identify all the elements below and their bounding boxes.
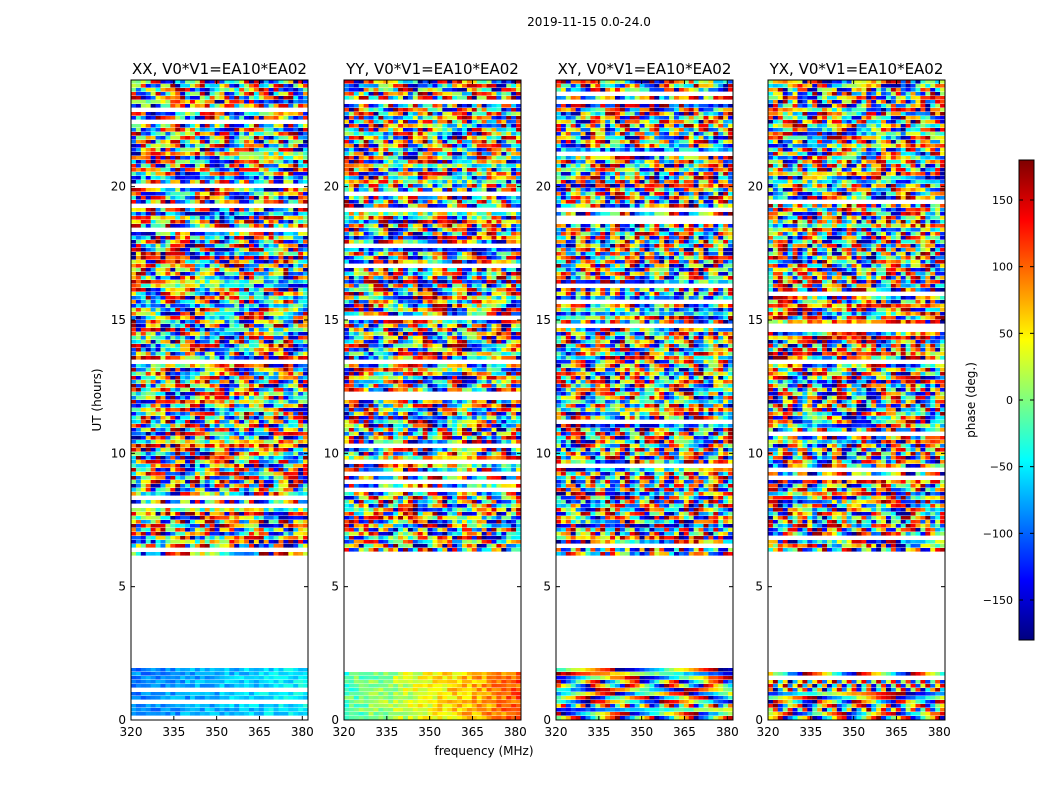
x-tick-label: 365 bbox=[461, 725, 484, 739]
panel-1: XX, V0*V1=EA10*EA02 320 335 350 365 380 0 5 10 15… bbox=[111, 60, 314, 739]
x-tick-label: 365 bbox=[248, 725, 271, 739]
x-tick-label: 380 bbox=[928, 725, 951, 739]
x-tick-label: 320 bbox=[333, 725, 356, 739]
x-tick-label: 335 bbox=[799, 725, 822, 739]
panel-title: YX, V0*V1=EA10*EA02 bbox=[769, 60, 944, 78]
panels: XX, V0*V1=EA10*EA02 320 335 350 365 380 0 5 10 15… bbox=[111, 60, 951, 739]
colorbar-ticks: 150 100 50 0 −50 −100 −150 bbox=[983, 194, 1034, 607]
y-tick-label: 0 bbox=[543, 713, 551, 727]
x-tick-label: 335 bbox=[375, 725, 398, 739]
colorbar-tick-label: −150 bbox=[983, 594, 1013, 607]
panel-title: XY, V0*V1=EA10*EA02 bbox=[558, 60, 732, 78]
y-tick-label: 10 bbox=[324, 446, 339, 460]
axes-frame bbox=[555, 79, 734, 721]
x-tick-label: 365 bbox=[885, 725, 908, 739]
y-tick-label: 20 bbox=[324, 180, 339, 194]
y-tick-label: 5 bbox=[755, 580, 763, 594]
y-tick-label: 5 bbox=[543, 580, 551, 594]
y-tick-label: 15 bbox=[324, 313, 339, 327]
axes-frame bbox=[767, 79, 946, 721]
x-tick-label: 335 bbox=[587, 725, 610, 739]
y-tick-label: 15 bbox=[536, 313, 551, 327]
y-tick-label: 10 bbox=[536, 446, 551, 460]
x-tick-label: 320 bbox=[120, 725, 143, 739]
x-tick-label: 380 bbox=[291, 725, 314, 739]
figure-suptitle: 2019-11-15 0.0-24.0 bbox=[527, 15, 651, 29]
x-tick-label: 380 bbox=[716, 725, 739, 739]
y-tick-label: 15 bbox=[748, 313, 763, 327]
x-tick-label: 350 bbox=[842, 725, 865, 739]
y-tick-label: 0 bbox=[331, 713, 339, 727]
y-tick-label: 15 bbox=[111, 313, 126, 327]
x-tick-label: 320 bbox=[757, 725, 780, 739]
panel-2: YY, V0*V1=EA10*EA02 320 335 350 365 380 0 5 10 15… bbox=[324, 60, 527, 739]
x-tick-label: 335 bbox=[162, 725, 185, 739]
x-tick-label: 320 bbox=[545, 725, 568, 739]
axes-frame bbox=[130, 79, 309, 721]
colorbar-tick-label: −50 bbox=[990, 461, 1013, 474]
colorbar-tick-label: 50 bbox=[999, 327, 1013, 340]
y-tick-label: 5 bbox=[118, 580, 126, 594]
x-tick-label: 350 bbox=[205, 725, 228, 739]
heatmap-image bbox=[768, 80, 945, 720]
y-tick-label: 0 bbox=[755, 713, 763, 727]
y-tick-label: 5 bbox=[331, 580, 339, 594]
x-tick-label: 365 bbox=[673, 725, 696, 739]
colorbar-label: phase (deg.) bbox=[964, 362, 978, 438]
colorbar-tick-label: 100 bbox=[992, 261, 1013, 274]
heatmap-image bbox=[344, 80, 521, 720]
x-tick-label: 380 bbox=[504, 725, 527, 739]
heatmap-image bbox=[556, 80, 733, 720]
y-tick-label: 0 bbox=[118, 713, 126, 727]
colorbar-tick-label: 0 bbox=[1006, 394, 1013, 407]
axes-frame bbox=[343, 79, 522, 721]
y-tick-label: 20 bbox=[748, 180, 763, 194]
panel-3: XY, V0*V1=EA10*EA02 320 335 350 365 380 0 5 10 15… bbox=[536, 60, 739, 739]
panel-title: XX, V0*V1=EA10*EA02 bbox=[132, 60, 307, 78]
colorbar-tick-label: −100 bbox=[983, 527, 1013, 540]
y-axis-label: UT (hours) bbox=[90, 368, 104, 431]
y-tick-label: 20 bbox=[111, 180, 126, 194]
y-tick-label: 10 bbox=[111, 446, 126, 460]
colorbar: phase (deg.) 150 100 50 0 −50 −100 −150 bbox=[964, 159, 1035, 641]
x-tick-label: 350 bbox=[630, 725, 653, 739]
colorbar-tick-label: 150 bbox=[992, 194, 1013, 207]
heatmap-image bbox=[131, 80, 308, 720]
panel-4: YX, V0*V1=EA10*EA02 320 335 350 365 380 0 5 10 15… bbox=[748, 60, 951, 739]
x-axis-label: frequency (MHz) bbox=[434, 744, 533, 758]
x-tick-label: 350 bbox=[418, 725, 441, 739]
y-tick-label: 20 bbox=[536, 180, 551, 194]
panel-title: YY, V0*V1=EA10*EA02 bbox=[345, 60, 519, 78]
y-tick-label: 10 bbox=[748, 446, 763, 460]
